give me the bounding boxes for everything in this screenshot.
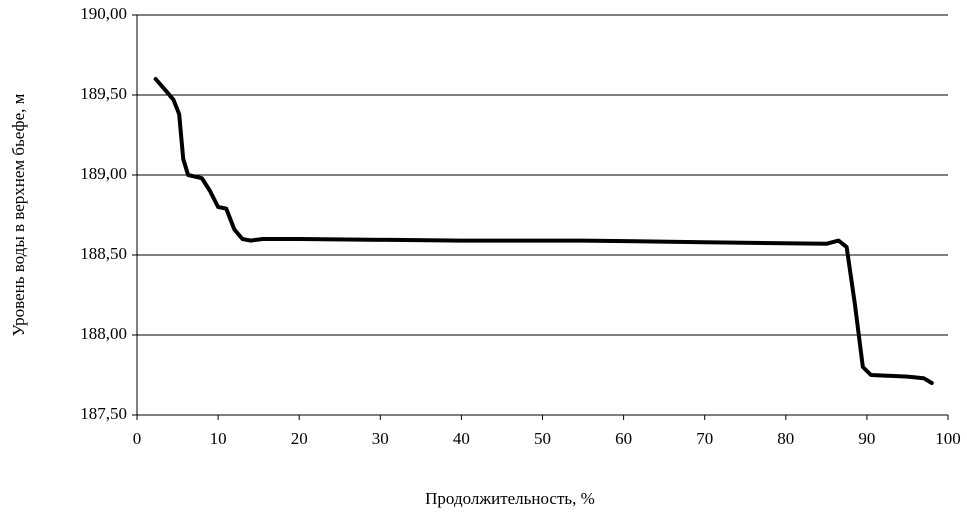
y-axis-title: Уровень воды в верхнем бьефе, м	[9, 93, 28, 336]
y-tick-label: 189,50	[80, 84, 127, 103]
x-tick-label: 50	[534, 429, 551, 448]
x-tick-label: 90	[858, 429, 875, 448]
x-tick-label: 100	[935, 429, 961, 448]
x-tick-label: 10	[210, 429, 227, 448]
x-tick-label: 40	[453, 429, 470, 448]
x-tick-label: 70	[696, 429, 713, 448]
x-tick-label: 60	[615, 429, 632, 448]
y-tick-label: 190,00	[80, 4, 127, 23]
x-tick-label: 0	[133, 429, 142, 448]
y-tick-label: 188,00	[80, 324, 127, 343]
data-line	[153, 77, 934, 385]
x-tick-label: 80	[777, 429, 794, 448]
y-tick-label: 187,50	[80, 404, 127, 423]
x-axis-title: Продолжительность, %	[425, 489, 595, 508]
x-tick-label: 30	[372, 429, 389, 448]
x-tick-label: 20	[291, 429, 308, 448]
y-tick-label: 189,00	[80, 164, 127, 183]
y-tick-label: 188,50	[80, 244, 127, 263]
